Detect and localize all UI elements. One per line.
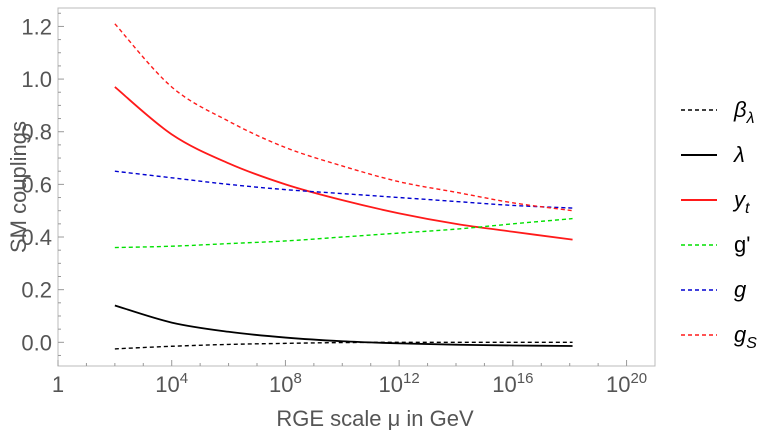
- legend-label-main: λ: [733, 142, 745, 167]
- series-line-g_prime: [114, 217, 573, 249]
- x-tick-label: 108: [269, 370, 302, 397]
- y-tick-label: 1.0: [21, 67, 52, 92]
- legend-label-sub: S: [746, 335, 757, 352]
- legend-label-main: β: [733, 97, 747, 122]
- y-tick-label: 1.2: [21, 14, 52, 39]
- y-tick-label: 0.6: [21, 172, 52, 197]
- x-tick-base: 10: [379, 372, 403, 397]
- x-tick-base: 10: [155, 372, 179, 397]
- x-axis-label: RGE scale μ in GeV: [276, 406, 474, 431]
- plot-frame: [57, 7, 656, 367]
- legend-label-beta_lambda: βλ: [733, 97, 755, 127]
- y-tick-label: 0.4: [21, 225, 52, 250]
- x-tick-label: 1012: [379, 370, 420, 397]
- x-tick-exponent: 8: [293, 370, 301, 387]
- x-tick-label: 104: [155, 370, 188, 397]
- x-tick-label: 1020: [606, 370, 647, 397]
- x-tick-base: 10: [492, 372, 516, 397]
- x-axis-ticks: 1 104 108 1012 1016 1020: [52, 360, 647, 397]
- legend-label-main: g': [734, 232, 750, 257]
- y-axis-label: SM couplings: [6, 121, 31, 253]
- y-axis-ticks: 0.0 0.2 0.4 0.6 0.8 1.0 1.2: [21, 12, 64, 356]
- x-tick-label: 1: [52, 372, 64, 397]
- y-tick-label: 0.8: [21, 120, 52, 145]
- series-line-g: [114, 170, 573, 209]
- y-tick-label: 0.2: [21, 278, 52, 303]
- series-lines: [114, 23, 573, 350]
- x-tick-exponent: 4: [180, 370, 188, 387]
- legend-label-g: g: [734, 277, 747, 302]
- legend-label-sub: t: [745, 200, 750, 217]
- x-tick-exponent: 20: [630, 370, 647, 387]
- x-tick-exponent: 16: [517, 370, 534, 387]
- x-tick-base: 10: [606, 372, 630, 397]
- legend-label-main: g: [734, 277, 747, 302]
- legend-label-sub: λ: [746, 110, 755, 127]
- x-tick-exponent: 12: [403, 370, 420, 387]
- series-line-y_t: [114, 86, 573, 241]
- x-tick-base: 10: [269, 372, 293, 397]
- legend-label-main: g: [734, 322, 747, 347]
- x-tick-base: 1: [52, 372, 64, 397]
- legend-label-g_S: gS: [734, 322, 757, 352]
- y-tick-label: 0.0: [21, 330, 52, 355]
- series-line-g_S: [114, 23, 573, 212]
- series-line-lambda: [114, 304, 573, 347]
- series-line-beta_lambda: [114, 341, 573, 350]
- legend-label-main: y: [732, 187, 747, 212]
- legend-label-g_prime: g': [734, 232, 750, 257]
- x-tick-label: 1016: [492, 370, 533, 397]
- legend-label-y_t: yt: [732, 187, 750, 217]
- legend-label-lambda: λ: [733, 142, 745, 167]
